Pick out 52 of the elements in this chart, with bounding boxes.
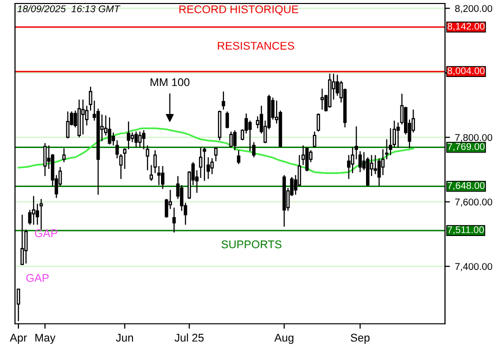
y-tick-label: 8,200.00: [455, 5, 492, 14]
candlestick: [236, 150, 240, 165]
candlestick: [66, 110, 70, 139]
x-tick-label: Jun: [116, 334, 133, 342]
candlestick: [198, 146, 202, 179]
candlestick: [316, 112, 320, 132]
candlestick: [32, 195, 36, 226]
candlestick: [210, 158, 214, 175]
candlestick: [126, 120, 130, 150]
annotation: GAP: [34, 229, 58, 238]
candlestick: [62, 148, 66, 163]
candlestick: [130, 132, 134, 143]
ref-line-label: 8,004.00: [448, 67, 485, 76]
candlestick: [108, 116, 112, 145]
annotation: 18/09/2025 16:13 GMT: [17, 5, 120, 12]
candlestick: [312, 130, 316, 148]
x-tick-label: May: [35, 334, 56, 344]
ref-line-label: 7,511.00: [448, 226, 484, 234]
candlestick: [40, 198, 43, 230]
annotation: MM 100: [150, 78, 190, 86]
candlestick: [134, 130, 138, 148]
candlestick: [202, 146, 206, 182]
candlestick: [226, 110, 229, 129]
y-tick-label: 7,800.00: [455, 134, 492, 142]
candlestick: [20, 214, 24, 265]
annotation: SUPPORTS: [222, 240, 282, 248]
candlestick: [233, 130, 237, 151]
candlestick: [374, 154, 378, 175]
candlestick: [305, 146, 309, 172]
ref-line-label: 8,142.00: [448, 22, 485, 31]
x-tick-label: Jul 25: [174, 333, 204, 342]
candlestick: [172, 207, 176, 234]
ref-line-label: 7,648.00: [448, 182, 485, 190]
annotation: RESISTANCES: [218, 42, 294, 50]
candlestick: [222, 90, 226, 110]
candlestick: [248, 120, 252, 152]
candlestick: [214, 146, 218, 162]
annotation: GAP: [26, 274, 49, 282]
y-tick-label: 7,600.00: [455, 198, 492, 207]
x-tick-label: Sep: [350, 334, 370, 344]
candlestick: [161, 165, 164, 190]
annotation: RECORD HISTORIQUE: [179, 5, 298, 16]
x-tick-label: Apr: [10, 334, 27, 344]
candlestick: [138, 130, 142, 148]
candlestick: [388, 128, 392, 156]
candlestick: [229, 130, 233, 148]
candlestick: [320, 88, 324, 110]
x-tick-label: Aug: [274, 334, 294, 344]
ref-line-label: 7,769.00: [448, 143, 485, 152]
y-tick-label: 7,400.00: [455, 263, 492, 272]
candlestick: [256, 116, 260, 129]
candlestick: [81, 99, 85, 135]
